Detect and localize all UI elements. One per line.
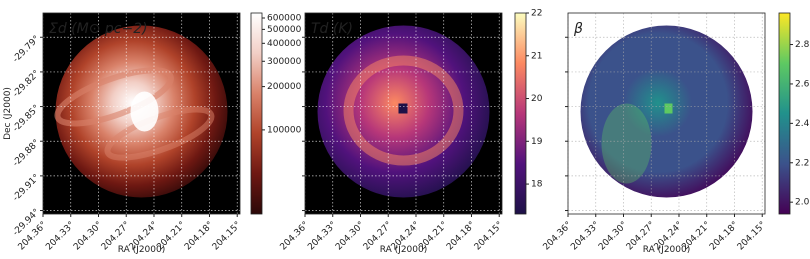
colorbar-tick-label: 600000 (267, 13, 302, 23)
y-tick-label: -29.85° (11, 103, 42, 134)
x-tick-label: 204.15° (211, 220, 244, 253)
x-tick-label: 204.33° (569, 220, 602, 253)
colorbar-tick-label: 2.6 (795, 79, 810, 89)
x-tick-label: 204.30° (334, 220, 367, 253)
panel-title: Σd (M⊙ pc−2) (49, 21, 148, 37)
y-tick-label: -29.91° (11, 173, 42, 204)
x-tick-label: 204.33° (306, 220, 339, 253)
colorbar-tick-label: 200000 (267, 82, 302, 92)
y-tick-label: -29.82° (11, 69, 42, 100)
colorbar (778, 12, 791, 215)
x-axis-label: RA (J2000) (643, 245, 691, 255)
x-tick-label: 204.18° (445, 220, 478, 253)
x-tick-label: 204.18° (183, 220, 216, 253)
plot-frame (304, 12, 503, 215)
map-image (580, 25, 753, 198)
colorbar-tick-label: 300000 (267, 57, 302, 67)
colorbar-tick-label: 2.2 (795, 158, 809, 168)
y-tick-label: -29.79° (11, 34, 42, 65)
colorbar-tick-label: 2.4 (795, 119, 810, 129)
map-patch (601, 103, 652, 184)
colorbar-tick-label: 100000 (267, 125, 302, 135)
map-core (398, 103, 408, 114)
panel-title: β (573, 21, 583, 37)
map-arm (54, 67, 174, 127)
colorbar-tick-label: 21 (531, 51, 542, 61)
x-axis-label: RA (J2000) (118, 245, 166, 255)
map-image (317, 25, 490, 198)
plot-frame (42, 12, 241, 215)
colorbar-tick-label: 22 (531, 9, 542, 19)
colorbar-tick-label: 20 (531, 94, 543, 104)
colorbar-tick-label: 2.0 (795, 198, 810, 208)
x-tick-label: 204.30° (72, 220, 105, 253)
map-core (130, 91, 159, 132)
x-tick-label: 204.36° (542, 220, 575, 253)
x-tick-label: 204.30° (597, 220, 630, 253)
x-tick-label: 204.33° (44, 220, 77, 253)
plot-frame (567, 12, 766, 215)
x-tick-label: 204.15° (473, 220, 506, 253)
panel-title: Td (K) (311, 21, 353, 37)
colorbar-tick-label: 400000 (267, 39, 302, 49)
colorbar-tick-label: 2.8 (795, 40, 810, 50)
colorbar-tick-label: 500000 (267, 25, 302, 35)
x-tick-label: 204.18° (708, 220, 741, 253)
map-ring (343, 55, 464, 166)
x-axis-label: RA (J2000) (380, 245, 428, 255)
x-tick-label: 204.36° (279, 220, 312, 253)
colorbar (250, 12, 263, 215)
y-axis-label: Dec (J2000) (3, 87, 13, 140)
y-tick-label: -29.88° (11, 138, 42, 169)
x-tick-label: 204.15° (736, 220, 769, 253)
colorbar-tick-label: 19 (531, 137, 543, 147)
colorbar-tick-label: 18 (531, 180, 543, 190)
map-core (664, 103, 673, 114)
colorbar (514, 12, 527, 215)
